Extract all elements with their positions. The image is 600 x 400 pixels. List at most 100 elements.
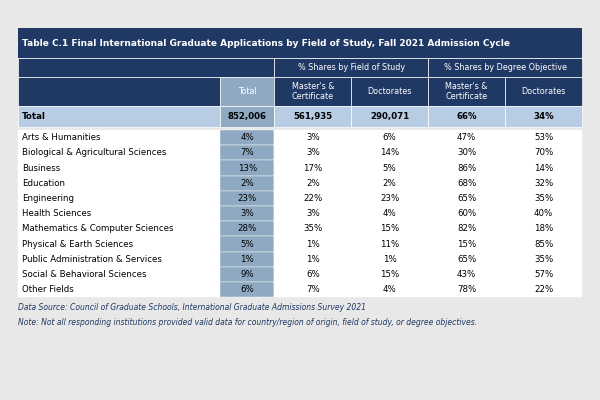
Text: 1%: 1% <box>306 255 320 264</box>
Text: 5%: 5% <box>383 164 397 172</box>
Bar <box>18 160 220 176</box>
Text: 23%: 23% <box>238 194 257 203</box>
Bar <box>505 191 582 206</box>
Text: 40%: 40% <box>534 209 553 218</box>
Bar <box>274 206 351 221</box>
Bar <box>351 160 428 176</box>
Bar <box>220 282 274 297</box>
Bar <box>18 236 220 252</box>
Bar <box>274 282 351 297</box>
Bar <box>18 267 220 282</box>
Bar <box>18 221 220 236</box>
Bar <box>220 176 274 191</box>
Text: 13%: 13% <box>238 164 257 172</box>
Text: Engineering: Engineering <box>22 194 74 203</box>
Text: 65%: 65% <box>457 255 476 264</box>
Text: 14%: 14% <box>380 148 400 157</box>
Bar <box>274 160 351 176</box>
Text: % Shares by Degree Objective: % Shares by Degree Objective <box>443 63 566 72</box>
Text: 22%: 22% <box>303 194 322 203</box>
Bar <box>220 252 274 267</box>
Bar <box>220 221 274 236</box>
Bar <box>505 236 582 252</box>
Text: 28%: 28% <box>238 224 257 233</box>
Bar <box>18 206 220 221</box>
Text: 1%: 1% <box>241 255 254 264</box>
Text: 22%: 22% <box>534 285 553 294</box>
Text: 11%: 11% <box>380 240 400 248</box>
Bar <box>274 221 351 236</box>
Text: Health Sciences: Health Sciences <box>22 209 91 218</box>
Text: Other Fields: Other Fields <box>22 285 74 294</box>
Bar <box>274 267 351 282</box>
Bar <box>351 145 428 160</box>
Text: 6%: 6% <box>241 285 254 294</box>
Bar <box>428 267 505 282</box>
Bar <box>18 282 220 297</box>
Text: 60%: 60% <box>457 209 476 218</box>
Bar <box>220 236 274 252</box>
Text: Education: Education <box>22 179 65 188</box>
Bar <box>428 221 505 236</box>
Bar <box>505 282 582 297</box>
Text: Social & Behavioral Sciences: Social & Behavioral Sciences <box>22 270 146 279</box>
Bar <box>274 191 351 206</box>
Text: 43%: 43% <box>457 270 476 279</box>
Text: Biological & Agricultural Sciences: Biological & Agricultural Sciences <box>22 148 167 157</box>
Bar <box>351 191 428 206</box>
Bar <box>351 176 428 191</box>
Text: 14%: 14% <box>534 164 553 172</box>
Bar <box>505 130 582 145</box>
Text: 66%: 66% <box>457 112 477 121</box>
Text: 17%: 17% <box>303 164 322 172</box>
Bar <box>351 236 428 252</box>
Bar <box>505 206 582 221</box>
Bar <box>428 252 505 267</box>
Text: Total: Total <box>22 112 46 121</box>
Text: 3%: 3% <box>306 209 320 218</box>
Text: 65%: 65% <box>457 194 476 203</box>
Bar <box>428 77 505 106</box>
Bar <box>220 130 274 145</box>
Bar <box>505 267 582 282</box>
Bar <box>428 282 505 297</box>
Bar <box>505 145 582 160</box>
Text: 290,071: 290,071 <box>370 112 409 121</box>
Text: 30%: 30% <box>457 148 476 157</box>
Bar <box>505 176 582 191</box>
Text: 23%: 23% <box>380 194 400 203</box>
Bar <box>428 160 505 176</box>
Bar <box>220 77 274 106</box>
Bar <box>274 145 351 160</box>
Text: 53%: 53% <box>534 133 553 142</box>
Bar <box>505 221 582 236</box>
Text: 1%: 1% <box>306 240 320 248</box>
Text: 9%: 9% <box>241 270 254 279</box>
Text: Mathematics & Computer Sciences: Mathematics & Computer Sciences <box>22 224 174 233</box>
Bar <box>505 77 582 106</box>
Text: 4%: 4% <box>383 209 397 218</box>
Bar <box>351 282 428 297</box>
Text: 47%: 47% <box>457 133 476 142</box>
Bar <box>220 160 274 176</box>
Bar <box>428 206 505 221</box>
Text: Arts & Humanities: Arts & Humanities <box>22 133 101 142</box>
Bar <box>274 236 351 252</box>
Bar <box>274 130 351 145</box>
Bar <box>18 28 582 58</box>
Text: 18%: 18% <box>534 224 553 233</box>
Bar <box>18 58 274 77</box>
Text: 85%: 85% <box>534 240 553 248</box>
Text: 1%: 1% <box>383 255 397 264</box>
Bar <box>274 58 428 77</box>
Bar <box>505 160 582 176</box>
Text: 82%: 82% <box>457 224 476 233</box>
Text: 70%: 70% <box>534 148 553 157</box>
Text: 15%: 15% <box>457 240 476 248</box>
Text: % Shares by Field of Study: % Shares by Field of Study <box>298 63 405 72</box>
Bar <box>428 176 505 191</box>
Bar <box>18 145 220 160</box>
Text: 4%: 4% <box>241 133 254 142</box>
Text: Public Administration & Services: Public Administration & Services <box>22 255 162 264</box>
Text: 852,006: 852,006 <box>228 112 267 121</box>
